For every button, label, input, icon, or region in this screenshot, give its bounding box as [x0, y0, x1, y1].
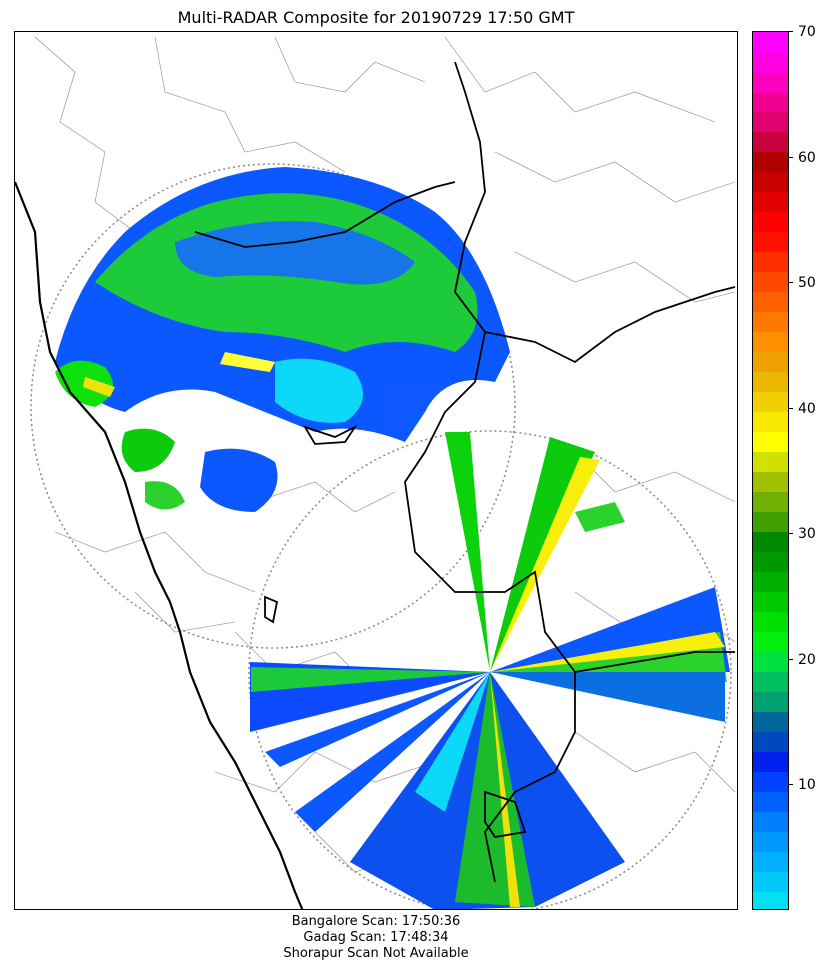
colorbar-segment [753, 71, 788, 93]
colorbar-segment [753, 591, 788, 612]
shorapur-scan-status: Shorapur Scan Not Available [283, 946, 469, 961]
colorbar-segment [753, 751, 788, 772]
colorbar-segment [753, 451, 788, 473]
colorbar-segment [753, 211, 788, 233]
colorbar-segment [753, 771, 788, 792]
colorbar-segment [753, 251, 788, 273]
colorbar-segment [753, 671, 788, 692]
colorbar-segment [753, 811, 788, 832]
colorbar-segment [753, 391, 788, 413]
colorbar-segment [753, 291, 788, 313]
range-ring-bangalore [248, 430, 732, 909]
colorbar-tick-label: 10 [789, 778, 816, 792]
colorbar-segment [753, 851, 788, 872]
colorbar-segment [753, 91, 788, 113]
colorbar-tick-label: 30 [789, 527, 816, 541]
colorbar-segment [753, 631, 788, 652]
colorbar-tick-label: 40 [789, 402, 816, 416]
radar-map [14, 31, 738, 910]
colorbar-tick-label: 70 [789, 25, 816, 39]
colorbar-segment [753, 611, 788, 632]
colorbar-segment [753, 151, 788, 173]
colorbar-segment [753, 371, 788, 393]
colorbar-segment [753, 131, 788, 153]
colorbar-segment [753, 891, 788, 909]
colorbar-segment [753, 431, 788, 453]
colorbar-segment [753, 511, 788, 533]
scan-info: Bangalore Scan: 17:50:36 Gadag Scan: 17:… [14, 914, 738, 962]
gadag-echoes [55, 167, 510, 512]
colorbar [752, 31, 789, 910]
colorbar-tick-label: 60 [789, 151, 816, 165]
bangalore-scan-time: Bangalore Scan: 17:50:36 [291, 914, 461, 929]
colorbar-segment [753, 471, 788, 493]
colorbar-segment [753, 871, 788, 892]
colorbar-segment [753, 351, 788, 373]
gadag-scan-time: Gadag Scan: 17:48:34 [303, 930, 449, 945]
colorbar-segment [753, 231, 788, 253]
state-boundaries [194, 61, 736, 883]
coastline [15, 181, 304, 909]
colorbar-segment [753, 331, 788, 353]
colorbar-segment [753, 311, 788, 333]
bangalore-echoes [250, 432, 730, 909]
colorbar-segment [753, 831, 788, 852]
colorbar-segment [753, 651, 788, 672]
colorbar-segment [753, 691, 788, 712]
colorbar-segment [753, 32, 788, 53]
colorbar-segment [753, 51, 788, 73]
colorbar-segment [753, 531, 788, 552]
colorbar-segment [753, 791, 788, 812]
colorbar-segment [753, 571, 788, 592]
colorbar-tick-label: 50 [789, 276, 816, 290]
colorbar-segment [753, 171, 788, 193]
colorbar-segment [753, 551, 788, 572]
range-ring-gadag [30, 163, 516, 649]
colorbar-tick-label: 20 [789, 653, 816, 667]
colorbar-segment [753, 711, 788, 732]
colorbar-segment [753, 191, 788, 213]
colorbar-segment [753, 411, 788, 433]
colorbar-segment [753, 491, 788, 513]
colorbar-segment [753, 731, 788, 752]
radar-map-svg [15, 36, 736, 909]
colorbar-segment [753, 271, 788, 293]
colorbar-ticks: 10 20 30 40 50 60 70 [789, 25, 825, 910]
colorbar-segment [753, 111, 788, 133]
chart-title: Multi-RADAR Composite for 20190729 17:50… [177, 8, 575, 27]
